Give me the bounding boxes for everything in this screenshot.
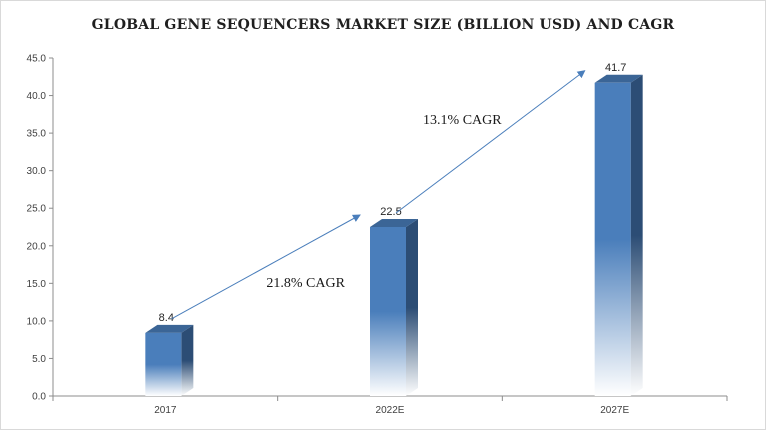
bar-top bbox=[594, 74, 643, 83]
y-tick-label: 0.0 bbox=[32, 392, 46, 403]
x-tick-label: 2017 bbox=[154, 405, 177, 416]
y-tick-label: 10.0 bbox=[27, 316, 47, 327]
bar-front bbox=[594, 82, 631, 396]
y-tick-label: 25.0 bbox=[27, 204, 47, 215]
y-tick-label: 30.0 bbox=[27, 166, 47, 177]
bar-2027e bbox=[594, 74, 643, 396]
y-tick-label: 15.0 bbox=[27, 279, 47, 290]
bar-side bbox=[630, 74, 643, 396]
bar-top bbox=[145, 324, 194, 333]
y-tick-label: 35.0 bbox=[27, 129, 47, 140]
y-tick-label: 20.0 bbox=[27, 241, 47, 252]
y-tick-label: 45.0 bbox=[27, 54, 47, 65]
y-tick-label: 5.0 bbox=[32, 354, 46, 365]
data-label: 22.5 bbox=[380, 206, 401, 218]
x-tick-label: 2022E bbox=[376, 405, 405, 416]
bar-2017 bbox=[145, 324, 194, 396]
x-tick-label: 2027E bbox=[600, 405, 629, 416]
cagr-label: 21.8% CAGR bbox=[266, 276, 345, 291]
bar-2022e bbox=[370, 219, 418, 396]
data-label: 41.7 bbox=[605, 62, 626, 74]
chart-title: GLOBAL GENE SEQUENCERS MARKET SIZE (BILL… bbox=[91, 17, 675, 33]
cagr-arrow bbox=[171, 214, 361, 320]
bar-top bbox=[370, 219, 418, 227]
data-label: 8.4 bbox=[159, 312, 174, 324]
bar-side bbox=[181, 324, 194, 396]
cagr-arrow bbox=[395, 70, 586, 214]
bar-side bbox=[406, 219, 418, 396]
bar-front bbox=[370, 227, 406, 396]
bar-front bbox=[145, 332, 182, 396]
cagr-label: 13.1% CAGR bbox=[423, 113, 502, 128]
y-tick-label: 40.0 bbox=[27, 91, 47, 102]
